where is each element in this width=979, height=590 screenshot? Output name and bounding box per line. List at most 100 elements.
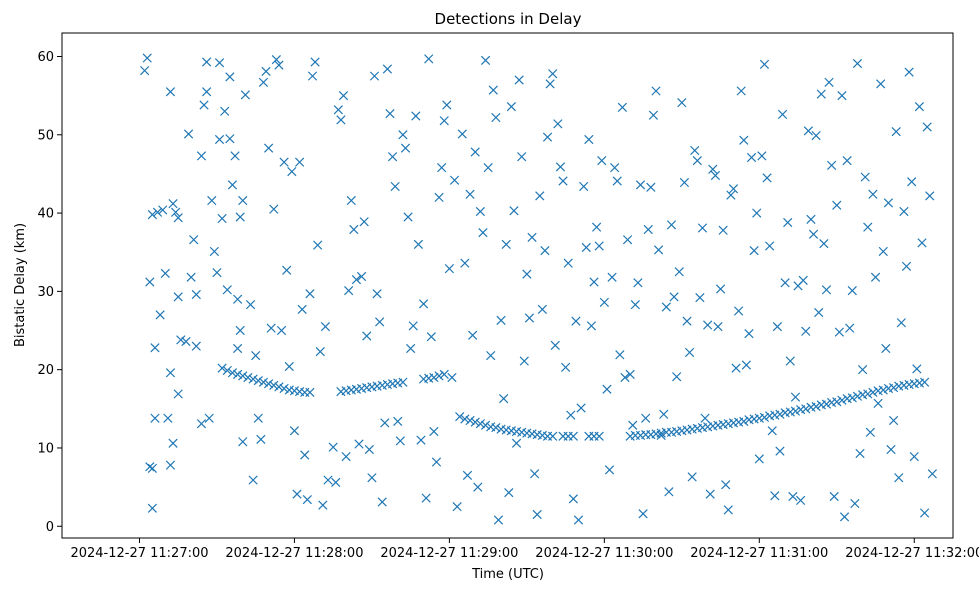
- data-point-x-marker: [212, 267, 222, 278]
- data-point-x-marker: [158, 205, 168, 215]
- data-point-x-marker: [511, 438, 522, 448]
- data-point-x-marker: [393, 416, 403, 426]
- data-point-x-marker: [705, 489, 715, 499]
- data-markers: [140, 53, 937, 525]
- data-point-x-marker: [439, 369, 449, 379]
- data-point-x-marker: [398, 130, 408, 140]
- data-point-x-marker: [364, 444, 374, 455]
- data-point-x-marker: [465, 415, 475, 426]
- y-axis-ticks: 0 10 20 30 40 50 60: [37, 50, 62, 535]
- data-point-x-marker: [385, 109, 395, 119]
- data-point-x-marker: [434, 371, 444, 381]
- data-point-x-marker: [238, 195, 248, 206]
- data-point-x-marker: [504, 487, 514, 498]
- data-point-x-marker: [480, 55, 491, 66]
- data-point-x-marker: [555, 162, 566, 172]
- data-point-x-marker: [638, 509, 648, 519]
- data-point-x-marker: [798, 275, 808, 286]
- data-point-x-marker: [625, 369, 635, 379]
- data-point-x-marker: [183, 129, 194, 139]
- data-point-x-marker: [165, 368, 176, 378]
- data-point-x-marker: [741, 360, 752, 370]
- data-point-x-marker: [677, 98, 687, 108]
- data-point-x-marker: [581, 242, 591, 253]
- data-point-x-marker: [563, 258, 573, 268]
- data-point-x-marker: [455, 412, 465, 422]
- data-point-x-marker: [545, 79, 555, 89]
- data-point-x-marker: [307, 71, 318, 81]
- data-point-x-marker: [300, 450, 310, 460]
- data-point-x-marker: [266, 323, 276, 333]
- data-point-x-marker: [171, 207, 181, 217]
- data-point-x-marker: [863, 222, 873, 232]
- data-point-x-marker: [336, 115, 346, 125]
- data-point-x-marker: [400, 143, 411, 153]
- data-point-x-marker: [258, 77, 269, 87]
- data-point-x-marker: [664, 487, 674, 497]
- data-point-x-marker: [328, 442, 338, 452]
- data-point-x-marker: [344, 285, 354, 296]
- data-point-x-marker: [775, 409, 785, 419]
- data-point-x-marker: [413, 239, 424, 250]
- data-point-x-marker: [315, 347, 325, 357]
- data-point-x-marker: [449, 175, 460, 185]
- data-point-x-marker: [723, 505, 733, 515]
- data-point-x-marker: [808, 229, 819, 239]
- data-point-x-marker: [173, 292, 183, 302]
- data-point-x-marker: [558, 176, 568, 186]
- data-point-x-marker: [524, 313, 535, 323]
- data-point-x-marker: [514, 75, 524, 85]
- data-point-x-marker: [434, 192, 444, 203]
- data-point-x-marker: [202, 57, 212, 67]
- data-point-x-marker: [232, 369, 243, 379]
- data-point-x-marker: [532, 509, 542, 520]
- data-point-x-marker: [354, 439, 364, 449]
- data-point-x-marker: [594, 431, 604, 441]
- data-point-x-marker: [145, 277, 155, 287]
- data-point-x-marker: [914, 101, 925, 112]
- data-point-x-marker: [522, 269, 532, 279]
- data-point-x-marker: [568, 431, 578, 441]
- data-point-x-marker: [909, 451, 919, 462]
- data-point-x-marker: [591, 222, 602, 232]
- data-point-x-marker: [222, 285, 232, 295]
- data-point-x-marker: [465, 189, 475, 199]
- data-point-x-marker: [310, 57, 320, 67]
- data-point-x-marker: [349, 224, 359, 235]
- data-point-x-marker: [529, 469, 540, 479]
- data-point-x-marker: [331, 477, 341, 488]
- data-point-x-marker: [806, 214, 816, 224]
- data-point-x-marker: [721, 480, 731, 490]
- data-point-x-marker: [382, 64, 393, 74]
- data-point-x-marker: [375, 317, 385, 327]
- data-point-x-marker: [692, 155, 702, 166]
- data-point-x-marker: [765, 241, 775, 251]
- data-point-x-marker: [855, 448, 865, 459]
- data-point-x-marker: [214, 134, 225, 145]
- data-point-x-marker: [703, 320, 713, 330]
- data-point-x-marker: [633, 278, 643, 288]
- data-point-x-marker: [888, 415, 899, 426]
- data-point-x-marker: [566, 410, 576, 420]
- data-point-x-marker: [163, 413, 173, 423]
- data-point-x-marker: [258, 377, 269, 387]
- data-point-x-marker: [620, 372, 630, 383]
- data-point-x-marker: [302, 495, 312, 505]
- data-point-x-marker: [790, 392, 801, 402]
- data-point-x-marker: [416, 435, 426, 445]
- data-point-x-marker: [284, 361, 294, 372]
- data-point-x-marker: [612, 176, 622, 186]
- data-point-x-marker: [362, 331, 372, 341]
- data-point-x-marker: [863, 389, 873, 399]
- data-point-x-marker: [597, 155, 607, 166]
- data-point-x-marker: [506, 101, 516, 112]
- data-point-x-marker: [305, 387, 315, 397]
- data-point-x-marker: [811, 130, 821, 141]
- data-point-x-marker: [602, 384, 612, 394]
- data-point-x-marker: [261, 66, 271, 76]
- data-point-x-marker: [599, 297, 609, 307]
- data-point-x-marker: [736, 86, 746, 96]
- data-point-x-marker: [834, 327, 844, 337]
- data-point-x-marker: [496, 315, 506, 325]
